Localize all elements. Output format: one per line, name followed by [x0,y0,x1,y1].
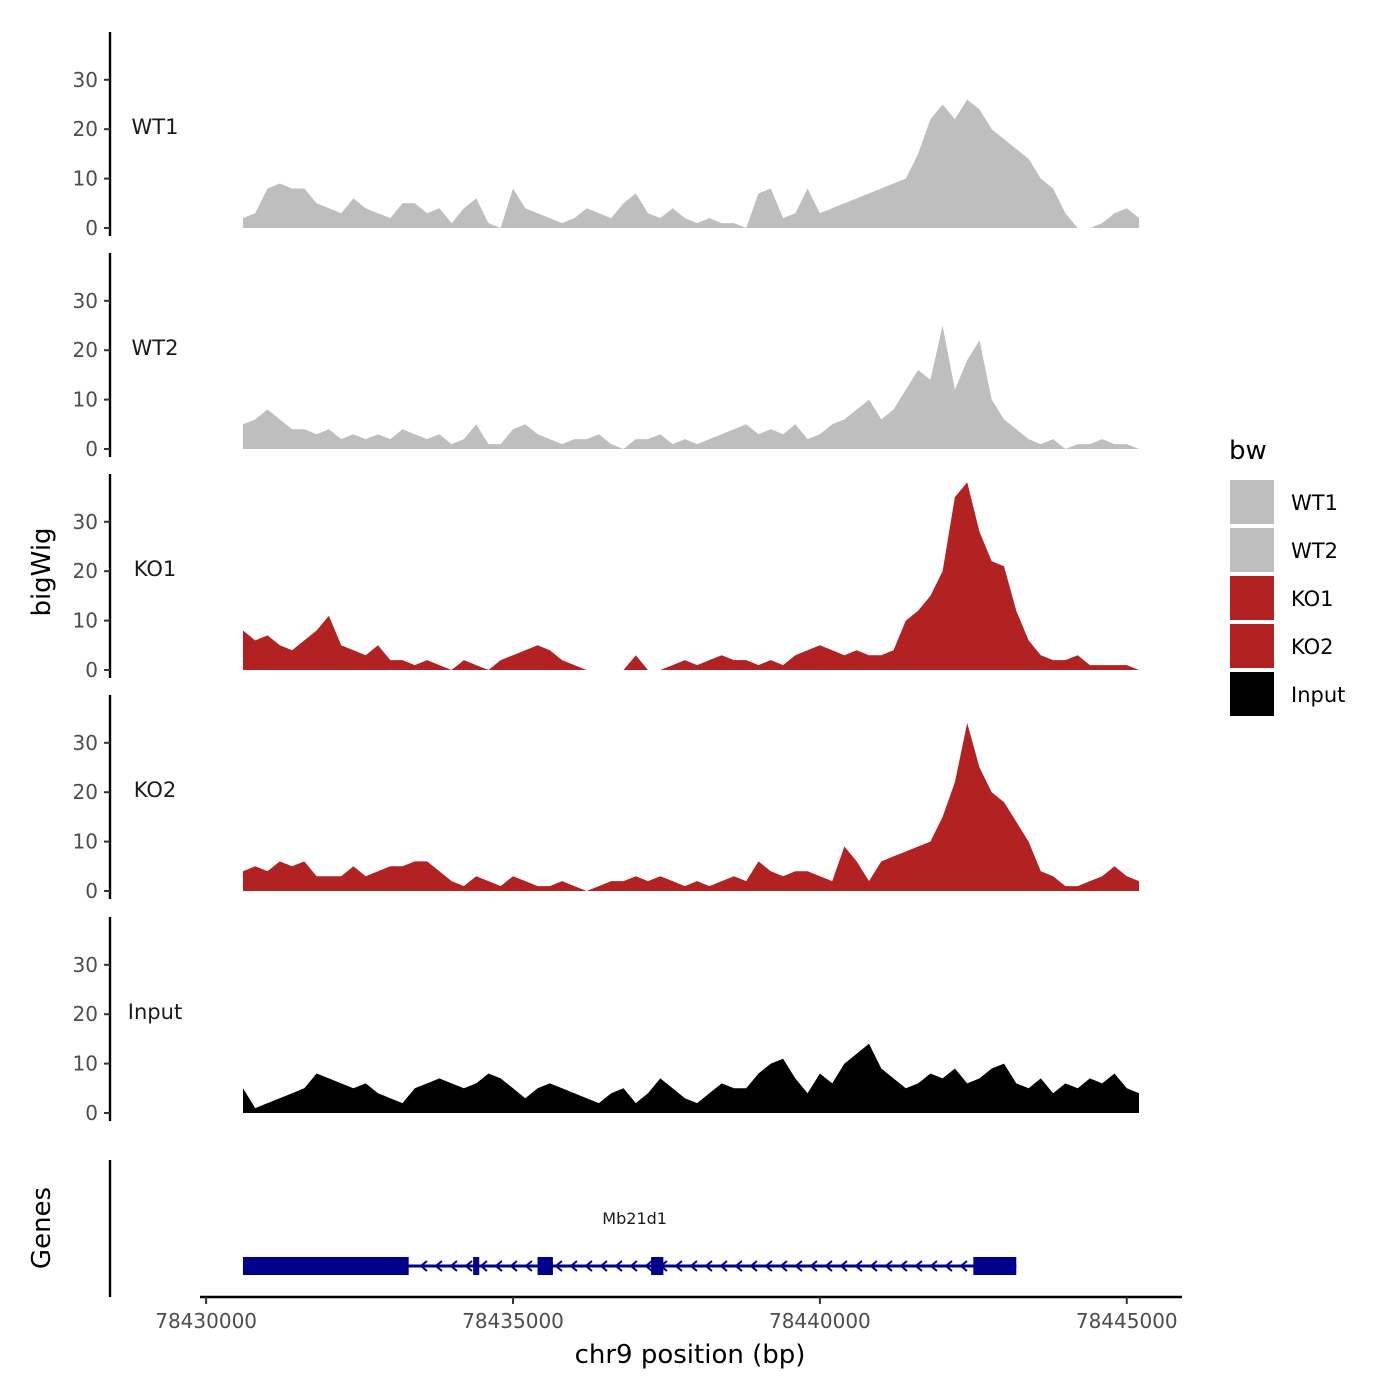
gene-track: Mb21d1 [108,1160,1017,1297]
area-input [243,1043,1139,1113]
strand-arrow [914,1260,923,1272]
genes-axis-title: Genes [27,1187,57,1269]
x-tick-label: 78440000 [769,1309,871,1333]
legend-key-input [1230,672,1274,716]
strand-arrow [464,1260,473,1272]
strand-arrow [434,1260,443,1272]
area-wt2 [243,325,1139,449]
strand-arrow [929,1260,938,1272]
track-ko1: 0 10 20 30 KO1 [73,474,1139,682]
strand-arrow [734,1260,743,1272]
legend-label-ko2: KO2 [1291,635,1334,659]
strand-arrow [839,1260,848,1272]
y-tick-label: 20 [73,338,98,362]
y-tick-label: 30 [73,731,98,755]
exon-2 [473,1257,480,1275]
y-tick-label: 10 [73,830,98,854]
exon-5 [973,1257,1017,1275]
legend-key-wt1 [1230,480,1274,524]
y-tick-label: 10 [73,609,98,633]
legend-title: bw [1229,436,1267,466]
y-axis-title: bigWig [27,527,57,616]
strand-arrow [494,1260,503,1272]
x-tick-label: 78430000 [155,1309,257,1333]
strand-arrow [824,1260,833,1272]
area-ko1 [243,482,1139,670]
y-tick-label: 30 [73,68,98,92]
exon-1 [242,1257,409,1275]
track-label-wt1: WT1 [132,115,179,139]
strand-arrow [689,1260,698,1272]
strand-arrow [854,1260,863,1272]
strand-arrow [569,1260,578,1272]
y-tick-label: 20 [73,117,98,141]
strand-arrow [614,1260,623,1272]
strand-arrow [479,1260,488,1272]
strand-arrow [944,1260,953,1272]
track-label-ko1: KO1 [134,557,177,581]
legend-label-input: Input [1291,683,1345,707]
y-tick-label: 30 [73,289,98,313]
legend-key-ko2 [1230,624,1274,668]
legend-key-wt2 [1230,528,1274,572]
y-tick-label: 0 [85,437,98,461]
strand-arrow [524,1260,533,1272]
area-ko2 [243,723,1139,891]
strand-arrow [779,1260,788,1272]
y-tick-label: 10 [73,1052,98,1076]
strand-arrow [704,1260,713,1272]
y-tick-label: 20 [73,780,98,804]
track-ko2: 0 10 20 30 KO2 [73,695,1139,903]
y-tick-label: 10 [73,388,98,412]
track-label-input: Input [128,1000,182,1024]
coverage-tracks: 0 10 20 30 WT1 0 10 20 30 WT2 0 10 20 30 KO1 0 10 20 30 KO2… [73,32,1139,1125]
y-tick-label: 0 [85,1101,98,1125]
strand-arrow [599,1260,608,1272]
strand-arrow [869,1260,878,1272]
x-tick-label: 78445000 [1076,1309,1178,1333]
exon-3 [537,1257,553,1275]
strand-arrow [959,1260,968,1272]
x-axis-title: chr9 position (bp) [575,1340,806,1370]
y-tick-label: 20 [73,1002,98,1026]
y-tick-label: 20 [73,559,98,583]
y-tick-label: 0 [85,879,98,903]
gene-name: Mb21d1 [602,1209,667,1228]
x-axis: 78430000 78435000 78440000 78445000 [155,1295,1182,1333]
y-tick-label: 0 [85,216,98,240]
legend-key-ko1 [1230,576,1274,620]
strand-arrow [809,1260,818,1272]
track-label-wt2: WT2 [132,336,179,360]
legend-label-wt1: WT1 [1291,491,1338,515]
legend-label-wt2: WT2 [1291,539,1338,563]
strand-arrow [674,1260,683,1272]
strand-arrow [419,1260,428,1272]
x-tick-label: 78435000 [462,1309,564,1333]
strand-arrow [509,1260,518,1272]
strand-arrow [719,1260,728,1272]
strand-arrow [764,1260,773,1272]
exon-4 [651,1257,664,1275]
y-tick-label: 10 [73,167,98,191]
legend: bw WT1 WT2 KO1 KO2 Input [1229,436,1345,716]
strand-arrow [554,1260,563,1272]
legend-label-ko1: KO1 [1291,587,1334,611]
strand-arrow [899,1260,908,1272]
track-wt1: 0 10 20 30 WT1 [73,32,1139,240]
track-wt2: 0 10 20 30 WT2 [73,253,1139,461]
strand-arrow [794,1260,803,1272]
y-tick-label: 0 [85,658,98,682]
y-tick-label: 30 [73,510,98,534]
area-wt1 [243,99,1139,228]
strand-arrow [449,1260,458,1272]
track-label-ko2: KO2 [134,778,177,802]
strand-arrow [584,1260,593,1272]
track-input: 0 10 20 30 Input [73,917,1139,1125]
strand-arrow [749,1260,758,1272]
strand-arrow [629,1260,638,1272]
y-tick-label: 30 [73,953,98,977]
strand-arrow [644,1260,653,1272]
strand-arrow [884,1260,893,1272]
